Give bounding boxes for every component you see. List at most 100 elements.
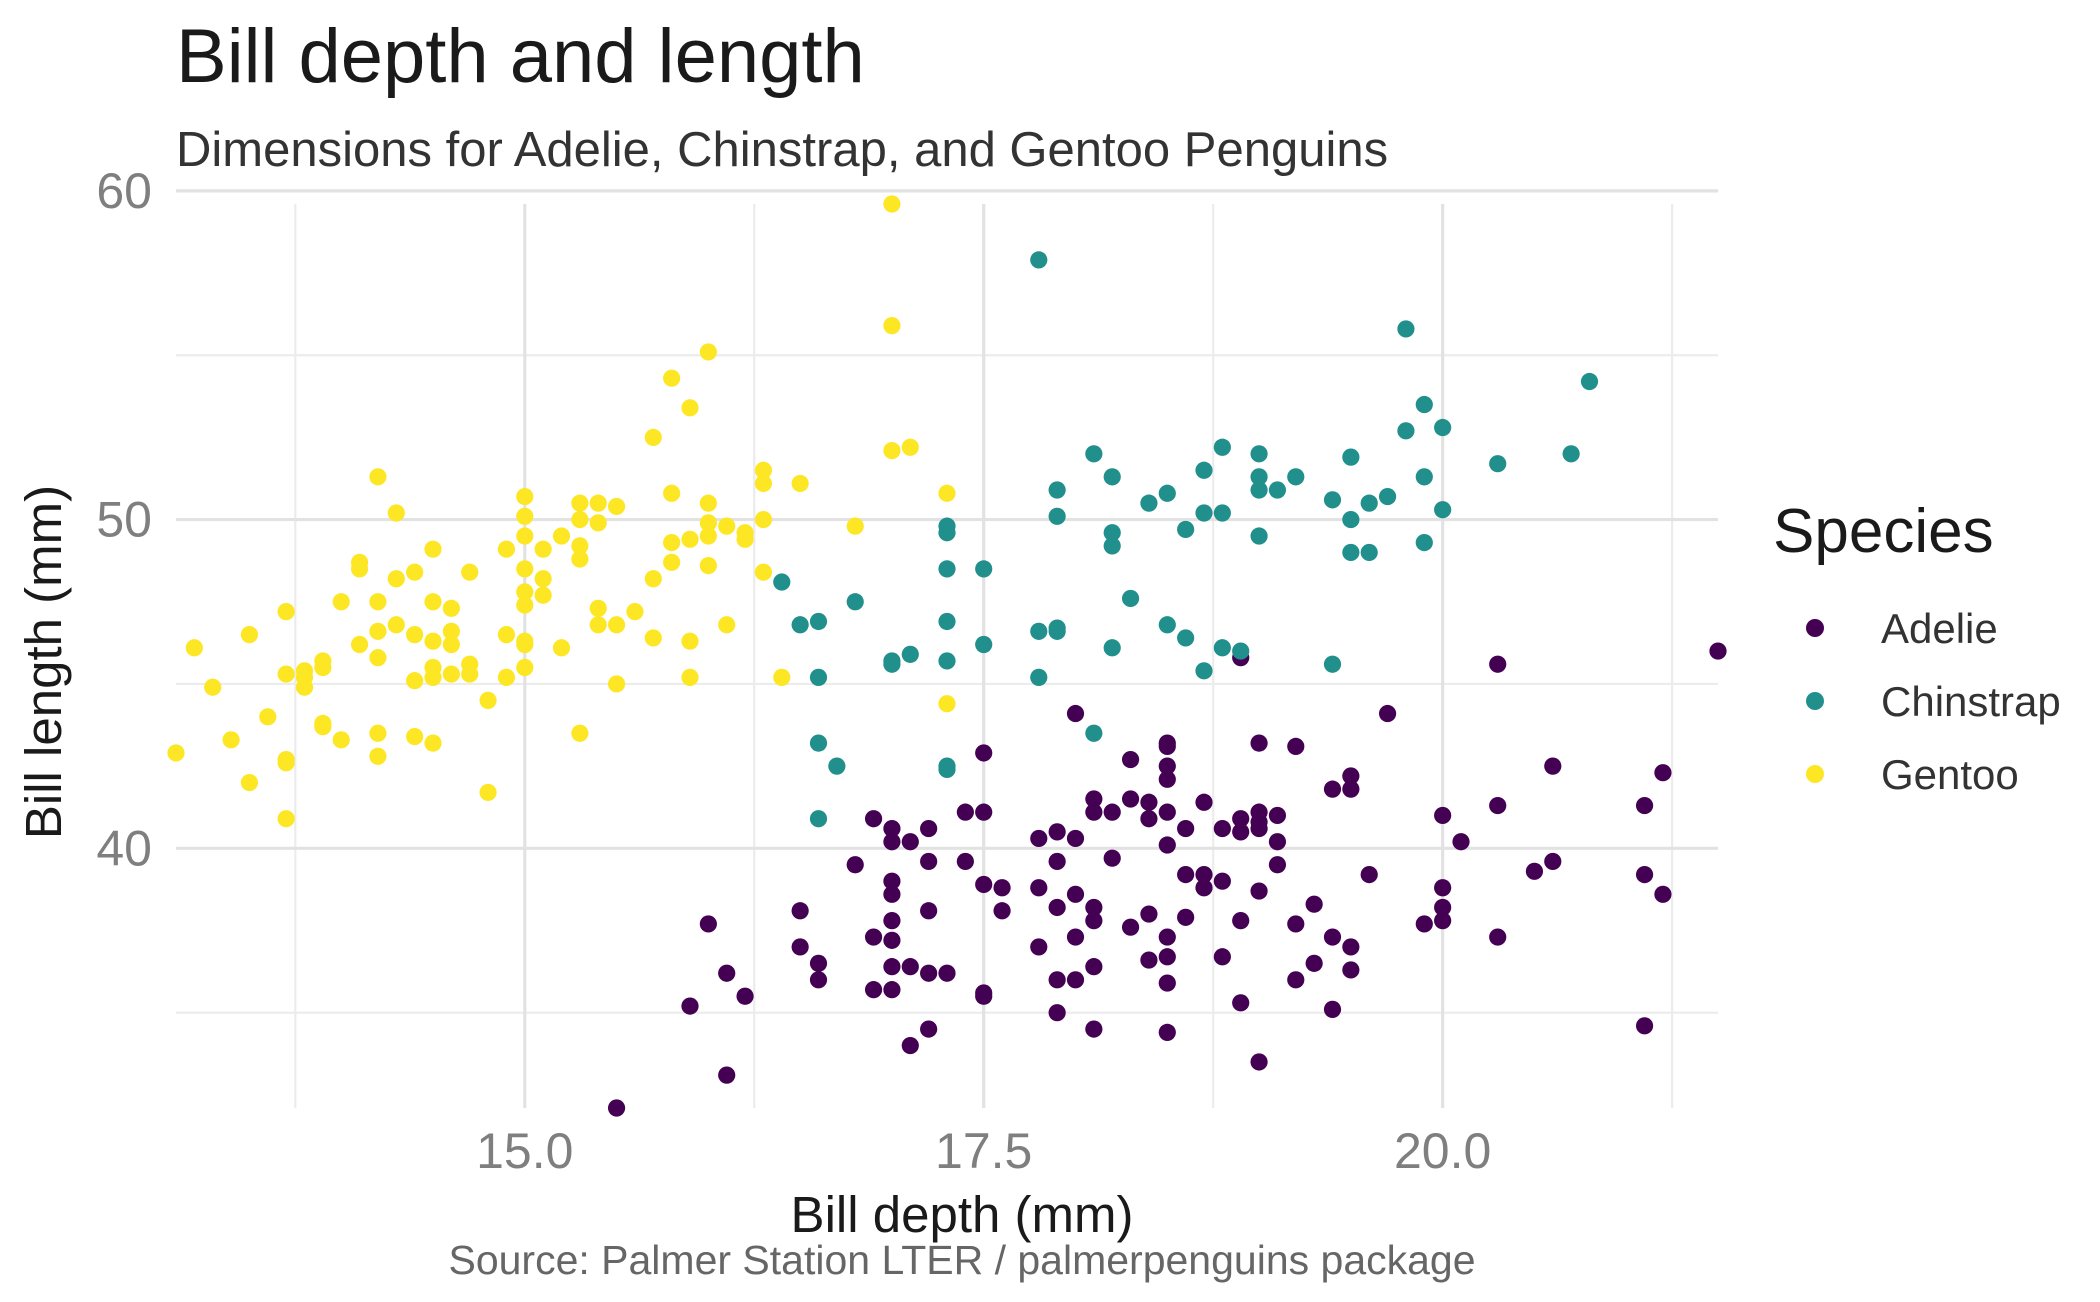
- legend-swatch-chinstrap: [1806, 692, 1824, 710]
- point-gentoo: [185, 639, 203, 657]
- point-chinstrap: [1030, 668, 1048, 686]
- point-gentoo: [754, 510, 773, 529]
- point-chinstrap: [1434, 501, 1452, 519]
- point-adelie: [1066, 971, 1085, 989]
- point-adelie: [956, 803, 974, 821]
- point-adelie: [1434, 806, 1452, 825]
- point-gentoo: [607, 497, 626, 516]
- point-chinstrap: [1268, 481, 1287, 499]
- point-adelie: [1121, 918, 1140, 936]
- point-gentoo: [516, 583, 534, 601]
- point-chinstrap: [1103, 468, 1121, 486]
- point-chinstrap: [938, 652, 956, 670]
- point-gentoo: [277, 750, 295, 769]
- point-gentoo: [754, 474, 773, 493]
- point-adelie: [1489, 655, 1507, 673]
- point-adelie: [1066, 885, 1085, 903]
- point-gentoo: [663, 533, 681, 552]
- point-adelie: [920, 852, 938, 871]
- point-gentoo: [589, 494, 607, 512]
- point-adelie: [883, 958, 901, 976]
- point-adelie: [1213, 872, 1231, 890]
- point-adelie: [1066, 704, 1085, 723]
- point-chinstrap: [1342, 510, 1360, 529]
- point-adelie: [1158, 1023, 1176, 1041]
- point-gentoo: [387, 616, 405, 634]
- point-adelie: [1085, 1020, 1103, 1038]
- point-gentoo: [607, 616, 626, 634]
- point-adelie: [1654, 885, 1672, 903]
- point-gentoo: [883, 195, 901, 213]
- point-gentoo: [406, 626, 424, 644]
- point-adelie: [883, 833, 901, 851]
- point-adelie: [1085, 803, 1103, 821]
- point-gentoo: [534, 586, 552, 604]
- point-chinstrap: [809, 734, 828, 752]
- point-adelie: [809, 954, 828, 972]
- point-chinstrap: [1342, 448, 1360, 466]
- point-adelie: [1085, 898, 1103, 917]
- point-adelie: [1085, 790, 1103, 808]
- point-adelie: [1360, 866, 1378, 884]
- point-adelie: [1232, 994, 1250, 1012]
- point-gentoo: [167, 744, 185, 762]
- point-chinstrap: [809, 612, 828, 631]
- point-gentoo: [699, 514, 717, 532]
- point-gentoo: [387, 570, 405, 588]
- point-adelie: [1434, 898, 1452, 917]
- point-adelie: [1177, 908, 1195, 926]
- point-chinstrap: [1360, 494, 1378, 512]
- point-gentoo: [699, 343, 717, 361]
- point-gentoo: [442, 665, 460, 683]
- point-adelie: [1250, 1053, 1268, 1071]
- point-chinstrap: [1103, 639, 1121, 657]
- point-chinstrap: [975, 560, 993, 578]
- point-gentoo: [773, 668, 791, 686]
- point-adelie: [1232, 823, 1250, 841]
- point-adelie: [1066, 928, 1085, 946]
- point-adelie: [1489, 796, 1507, 815]
- point-chinstrap: [1250, 468, 1268, 486]
- point-chinstrap: [1434, 418, 1452, 437]
- point-adelie: [901, 833, 919, 851]
- point-gentoo: [369, 747, 387, 765]
- point-adelie: [1048, 898, 1066, 917]
- legend-item-gentoo: Gentoo: [1806, 751, 2019, 798]
- point-chinstrap: [1213, 438, 1231, 456]
- point-adelie: [1250, 882, 1268, 900]
- point-adelie: [791, 938, 809, 956]
- point-chinstrap: [1158, 616, 1176, 634]
- point-adelie: [1287, 915, 1305, 933]
- point-chinstrap: [1103, 524, 1121, 542]
- point-gentoo: [369, 593, 387, 611]
- point-adelie: [1654, 764, 1672, 782]
- point-adelie: [1048, 852, 1066, 871]
- point-adelie: [681, 997, 699, 1015]
- point-adelie: [1158, 974, 1176, 992]
- point-chinstrap: [901, 645, 919, 663]
- point-gentoo: [534, 540, 552, 558]
- point-gentoo: [663, 553, 681, 571]
- point-gentoo: [479, 783, 497, 802]
- point-adelie: [883, 872, 901, 890]
- point-adelie: [864, 810, 883, 828]
- point-chinstrap: [1048, 507, 1066, 525]
- point-chinstrap: [1397, 422, 1415, 440]
- point-gentoo: [754, 461, 773, 479]
- point-adelie: [1213, 819, 1231, 838]
- point-gentoo: [295, 662, 314, 680]
- point-adelie: [1342, 780, 1360, 798]
- point-adelie: [975, 984, 993, 1002]
- point-adelie: [1177, 866, 1195, 884]
- point-gentoo: [791, 474, 809, 493]
- point-gentoo: [516, 596, 534, 614]
- point-gentoo: [681, 668, 699, 686]
- point-adelie: [1048, 823, 1066, 841]
- point-gentoo: [681, 530, 699, 548]
- point-gentoo: [295, 678, 314, 696]
- point-adelie: [736, 987, 754, 1005]
- point-gentoo: [497, 668, 516, 686]
- point-adelie: [1030, 879, 1048, 897]
- point-adelie: [1232, 912, 1250, 930]
